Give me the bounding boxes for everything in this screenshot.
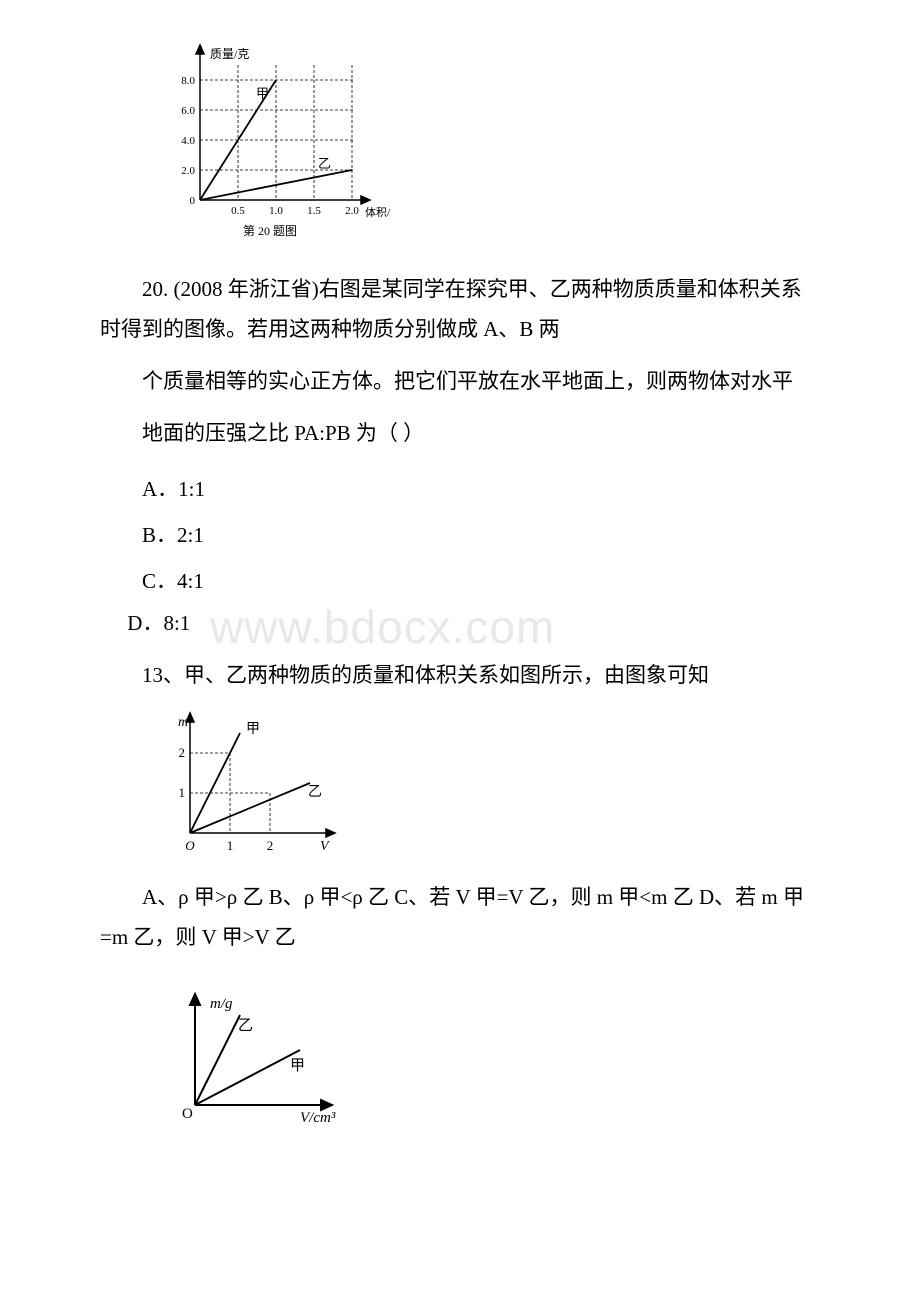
series-label-yi-3: 乙 (238, 1018, 253, 1034)
q20-option-c: C．4:1 (142, 558, 820, 604)
q20-option-d: D．8:1 (127, 604, 820, 644)
x-axis-label-3: V/cm³ (300, 1110, 336, 1126)
svg-text:1.5: 1.5 (307, 205, 321, 217)
chart-q20: 甲 乙 0 2.0 4.0 6.0 8.0 0.5 1.0 1.5 2.0 质量… (160, 40, 820, 250)
svg-text:2.0: 2.0 (181, 165, 195, 177)
svg-text:0.5: 0.5 (231, 205, 245, 217)
svg-text:1: 1 (179, 785, 186, 800)
chart-caption: 第 20 题图 (243, 224, 297, 238)
y-axis-label-2: m (178, 715, 188, 730)
chart-q13: 甲 乙 1 2 O 1 2 m V (160, 708, 820, 858)
origin-label-3: O (182, 1106, 193, 1122)
svg-text:O: O (185, 838, 195, 853)
series-label-jia-3: 甲 (290, 1058, 305, 1074)
q20-line2: 个质量相等的实心正方体。把它们平放在水平地面上，则两物体对水平 (100, 362, 820, 402)
series-label-jia: 甲 (256, 86, 269, 101)
svg-text:2: 2 (179, 745, 186, 760)
svg-text:2: 2 (267, 838, 274, 853)
svg-text:6.0: 6.0 (181, 105, 195, 117)
svg-text:8.0: 8.0 (181, 75, 195, 87)
chart-3: 乙 甲 m/g V/cm³ O (160, 990, 820, 1130)
series-label-yi-2: 乙 (308, 784, 322, 800)
x-axis-label: 体积/厘米³ (365, 205, 390, 219)
svg-text:2.0: 2.0 (345, 205, 359, 217)
q20-option-a: A．1:1 (142, 466, 820, 512)
svg-text:1: 1 (227, 838, 234, 853)
svg-text:4.0: 4.0 (181, 135, 195, 147)
q20-line1: 20. (2008 年浙江省)右图是某同学在探究甲、乙两种物质质量和体积关系时得… (100, 270, 820, 350)
y-axis-label-3: m/g (210, 996, 233, 1012)
x-axis-label-2: V (320, 839, 330, 854)
q13-stem: 13、甲、乙两种物质的质量和体积关系如图所示，由图象可知 (100, 656, 820, 696)
svg-text:0: 0 (190, 195, 196, 207)
q13-options: A、ρ 甲>ρ 乙 B、ρ 甲<ρ 乙 C、若 V 甲=V 乙，则 m 甲<m … (100, 878, 820, 958)
svg-text:1.0: 1.0 (269, 205, 283, 217)
q20-line3: 地面的压强之比 PA:PB 为（ ） (100, 414, 820, 454)
series-label-jia-2: 甲 (246, 722, 260, 737)
series-label-yi: 乙 (318, 156, 331, 171)
q20-option-b: B．2:1 (142, 512, 820, 558)
y-axis-label: 质量/克 (210, 47, 249, 61)
